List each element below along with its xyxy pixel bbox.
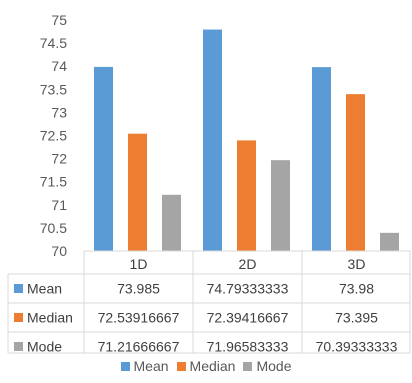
- data-value-label: 74.79333333: [207, 281, 289, 297]
- data-value-label: 73.395: [335, 310, 378, 326]
- bar-median-2d: [237, 140, 256, 251]
- bar-mode-2d: [271, 160, 290, 251]
- legend-entry-median: Median: [176, 358, 236, 374]
- y-tick-label: 74: [51, 58, 67, 74]
- bar-mode-1d: [162, 194, 181, 251]
- data-table: 1D 2D 3D Mean 73.985 74.79333333 73.98 Median 72…: [7, 250, 411, 355]
- bar-mode-3d: [380, 232, 399, 251]
- y-tick-label: 71: [51, 197, 67, 213]
- legend-swatch: [120, 362, 130, 371]
- data-value-label: 71.21666667: [98, 339, 180, 355]
- bar-median-3d: [346, 94, 365, 251]
- table-row-header: Median: [27, 310, 73, 326]
- y-tick-label: 73.5: [40, 81, 67, 97]
- legend-label: Mean: [133, 358, 169, 374]
- legend-entry-mean: Mean: [120, 358, 169, 374]
- y-tick-label: 72.5: [40, 128, 67, 144]
- y-axis: 70 70.5 71 71.5 72 72.5 73 73.5 74 74.5 75: [40, 12, 67, 259]
- legend: Mean Median Mode: [0, 358, 412, 374]
- data-value-label: 71.96583333: [207, 339, 289, 355]
- bars: [94, 29, 399, 252]
- x-category-label: 1D: [130, 256, 148, 272]
- y-tick-label: 73: [51, 104, 67, 120]
- bar-median-1d: [128, 133, 147, 251]
- y-tick-label: 71.5: [40, 174, 67, 190]
- legend-label: Mode: [256, 358, 292, 374]
- data-value-label: 73.98: [339, 281, 374, 297]
- data-value-label: 72.39416667: [207, 310, 289, 326]
- table-row-header: Mode: [27, 339, 62, 355]
- y-tick-label: 75: [51, 12, 67, 28]
- table-row-header: Mean: [27, 281, 62, 297]
- data-value-label: 70.39333333: [316, 339, 398, 355]
- y-tick-label: 70: [51, 243, 67, 259]
- x-category-label: 3D: [348, 256, 366, 272]
- data-value-label: 72.53916667: [98, 310, 180, 326]
- legend-swatch: [243, 362, 253, 371]
- bar-mean-2d: [203, 29, 222, 251]
- data-value-label: 73.985: [117, 281, 160, 297]
- x-category-label: 2D: [239, 256, 257, 272]
- bar-mean-1d: [94, 66, 113, 251]
- legend-label: Median: [189, 358, 236, 374]
- bar-mean-3d: [312, 67, 331, 252]
- y-tick-label: 74.5: [40, 35, 67, 51]
- legend-entry-mode: Mode: [243, 358, 291, 374]
- table-legend-key-mean: [14, 284, 23, 293]
- table-legend-key-mode: [14, 342, 23, 351]
- y-tick-label: 72: [51, 151, 67, 167]
- table-legend-key-median: [14, 313, 23, 322]
- legend-swatch: [176, 362, 186, 371]
- y-tick-label: 70.5: [40, 220, 67, 236]
